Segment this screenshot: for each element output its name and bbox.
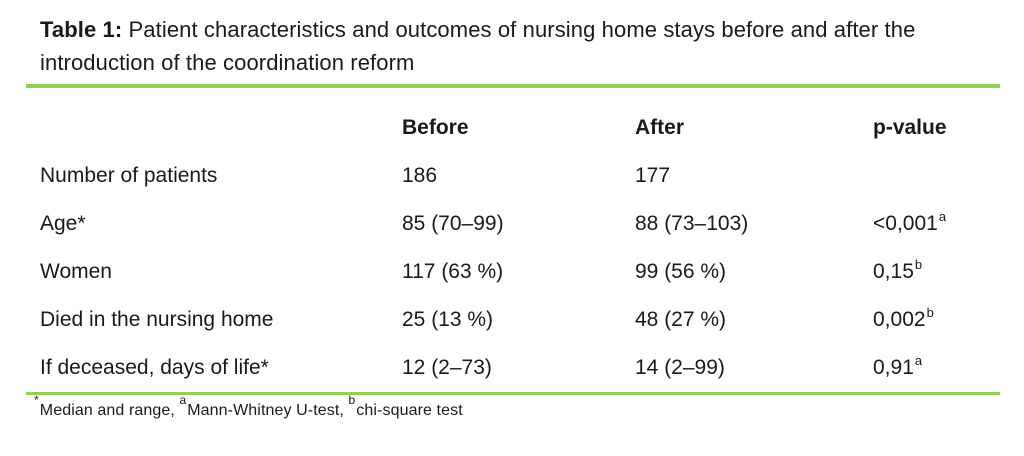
cell-after: 48 (27 %): [635, 308, 727, 331]
bottom-divider: [26, 392, 1000, 395]
column-header-before: Before: [402, 116, 469, 139]
footnote-marker-b: b: [348, 392, 356, 407]
cell-pvalue: 0,91 a: [873, 353, 923, 379]
cell-before: 25 (13 %): [402, 308, 494, 331]
cell-before: 12 (2–73): [402, 356, 492, 379]
footnote-text: Mann-Whitney U-test,: [187, 402, 349, 419]
row-label: Number of patients: [40, 164, 218, 187]
footnote-marker-asterisk: *: [34, 392, 39, 407]
table-caption: Table 1: Patient characteristics and out…: [40, 13, 988, 79]
cell-pvalue: [873, 152, 1024, 200]
cell-after: 88 (73–103): [635, 212, 749, 235]
row-label: Women: [40, 260, 112, 283]
column-header-pvalue: p-value: [873, 116, 947, 139]
footnote-text: Median and range,: [39, 402, 180, 419]
table-caption-number: Table 1:: [40, 17, 123, 42]
column-header-label: [40, 104, 402, 152]
cell-pvalue: 0,15 b: [873, 257, 923, 283]
table-figure: Table 1: Patient characteristics and out…: [0, 13, 1024, 420]
cell-pvalue: 0,002 b: [873, 305, 934, 331]
table-footnote: *Median and range, aMann-Whitney U-test,…: [34, 394, 1024, 420]
table-caption-text: Patient characteristics and outcomes of …: [40, 17, 916, 75]
footnote-text: chi-square test: [356, 402, 463, 419]
footnote-marker-a: a: [179, 392, 187, 407]
row-label: If deceased, days of life*: [40, 356, 269, 379]
data-table: Before After p-value Number of patients …: [40, 104, 1024, 392]
cell-after: 177: [635, 164, 671, 187]
cell-after: 99 (56 %): [635, 260, 727, 283]
cell-before: 85 (70–99): [402, 212, 504, 235]
cell-after: 14 (2–99): [635, 356, 725, 379]
column-header-after: After: [635, 116, 685, 139]
cell-before: 186: [402, 164, 438, 187]
top-divider: [26, 84, 1000, 88]
cell-before: 117 (63 %): [402, 260, 504, 283]
row-label: Age*: [40, 212, 86, 235]
row-label: Died in the nursing home: [40, 308, 274, 331]
cell-pvalue: <0,001 a: [873, 209, 947, 235]
